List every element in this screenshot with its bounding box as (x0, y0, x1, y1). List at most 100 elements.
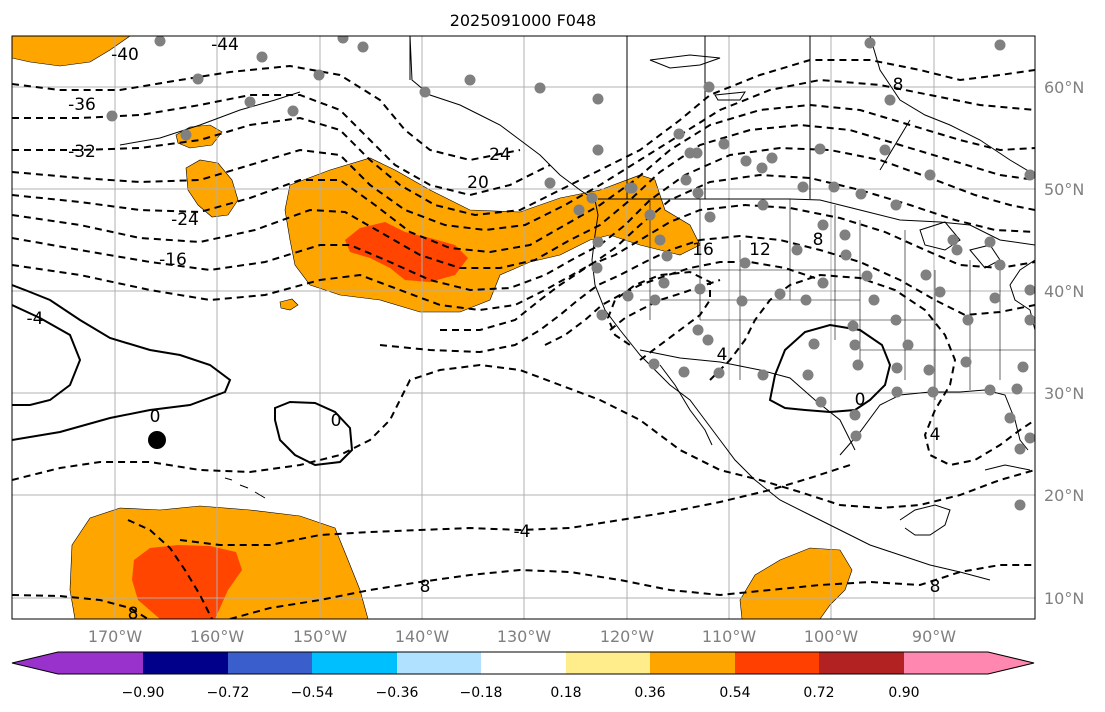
shade-south-pacific-red (132, 545, 242, 619)
station-dot (902, 339, 914, 351)
shade-small-blob-orange (279, 298, 299, 311)
colorbar-segment (143, 652, 228, 674)
station-dot (808, 338, 820, 350)
colorbar-tick-label: 0.54 (719, 685, 750, 701)
colorbar-segment (481, 652, 566, 674)
station-dot (994, 39, 1006, 51)
colorbar-segment (650, 652, 735, 674)
coastline-east (1009, 259, 1035, 331)
station-dot (852, 359, 864, 371)
contour-line (12, 594, 149, 619)
longitude-labels: 170°W 160°W 150°W 140°W 130°W 120°W 110°… (88, 627, 956, 646)
station-dot (624, 182, 636, 194)
station-dot (890, 199, 902, 211)
station-dot (106, 110, 118, 122)
colorbar-segment (312, 652, 397, 674)
contour-label: -36 (68, 95, 96, 115)
contour-label: 16 (692, 240, 714, 260)
shade-mexico-orange (739, 547, 853, 619)
coastline-cuba (984, 464, 1031, 471)
coastline-baja (659, 364, 713, 446)
height-contours (12, 59, 1035, 619)
coastline-gulf (839, 389, 1029, 456)
station-dot (649, 294, 661, 306)
station-dot (586, 192, 598, 204)
contour-label: -44 (211, 35, 239, 55)
lon-label: 110°W (702, 627, 757, 646)
station-dot (692, 324, 704, 336)
station-dot (994, 259, 1006, 271)
station-dot (840, 249, 852, 261)
station-dot (890, 314, 902, 326)
station-dot (1024, 314, 1035, 326)
colorbar-tick-label: −0.36 (376, 685, 419, 701)
contour-label: 0 (331, 411, 342, 431)
contour-line (12, 363, 1035, 510)
colorbar-tick-label: 0.90 (888, 685, 919, 701)
contour-label: 0 (150, 407, 161, 427)
contour-label: -40 (111, 45, 139, 65)
lon-label: 160°W (190, 627, 245, 646)
station-dot (861, 270, 873, 282)
contour-line (12, 64, 521, 162)
colorbar-segment (735, 652, 819, 674)
station-dot (544, 177, 556, 189)
station-dot (654, 234, 666, 246)
lon-label: 170°W (88, 627, 143, 646)
contour-label: 8 (893, 75, 904, 95)
station-dot (756, 162, 768, 174)
station-dot (951, 244, 963, 256)
station-dot (828, 181, 840, 193)
contour-label: 8 (420, 577, 431, 597)
station-dot (704, 211, 716, 223)
station-dot (817, 277, 829, 289)
coastline-west-coast (591, 199, 991, 581)
station-dot (817, 219, 829, 231)
contour-line (12, 123, 1035, 269)
black-location-marker (148, 431, 166, 449)
station-dot (592, 93, 604, 105)
contour-label: 12 (749, 240, 771, 260)
lon-label: 140°W (395, 627, 450, 646)
station-dot (774, 288, 786, 300)
contour-label: -4 (27, 309, 44, 329)
station-dot (800, 294, 812, 306)
station-dot (849, 339, 861, 351)
colorbar-tick-label: 0.36 (634, 685, 665, 701)
station-dot (839, 229, 851, 241)
station-dot (702, 334, 714, 346)
station-dot (1014, 499, 1026, 511)
station-dot (1024, 284, 1035, 296)
station-dot (192, 73, 204, 85)
station-dot (864, 37, 876, 49)
contour-label: 8 (128, 604, 139, 624)
colorbar-labels: −0.90 −0.72 −0.54 −0.36 −0.18 0.18 0.36 … (122, 685, 920, 701)
station-dot (989, 292, 1001, 304)
lon-label: 130°W (497, 627, 552, 646)
station-dot (847, 320, 859, 332)
border-canada-us (598, 198, 1035, 246)
station-dot (960, 356, 972, 368)
station-dot (924, 169, 936, 181)
lat-label: 40°N (1044, 282, 1084, 301)
contour-line (127, 519, 213, 619)
contour-zero-texas (768, 323, 892, 414)
lon-label: 90°W (912, 627, 956, 646)
station-dot (884, 94, 896, 106)
contour-zero-west (12, 304, 82, 406)
lat-label: 20°N (1044, 486, 1084, 505)
station-dot (703, 81, 715, 93)
station-dot (984, 236, 996, 248)
shade-north-pacific-red (345, 222, 468, 282)
station-dot (622, 290, 634, 302)
contour-label: 0 (855, 390, 866, 410)
station-dot (591, 262, 603, 274)
colorbar: −0.90 −0.72 −0.54 −0.36 −0.18 0.18 0.36 … (11, 651, 1035, 701)
station-dot (814, 143, 826, 155)
contour-label: 8 (813, 230, 824, 250)
station-dot (740, 155, 752, 167)
contour-label: -24 (171, 210, 199, 230)
station-dot (680, 174, 692, 186)
contour-line (709, 273, 1035, 467)
contour-label: 20 (467, 173, 489, 193)
